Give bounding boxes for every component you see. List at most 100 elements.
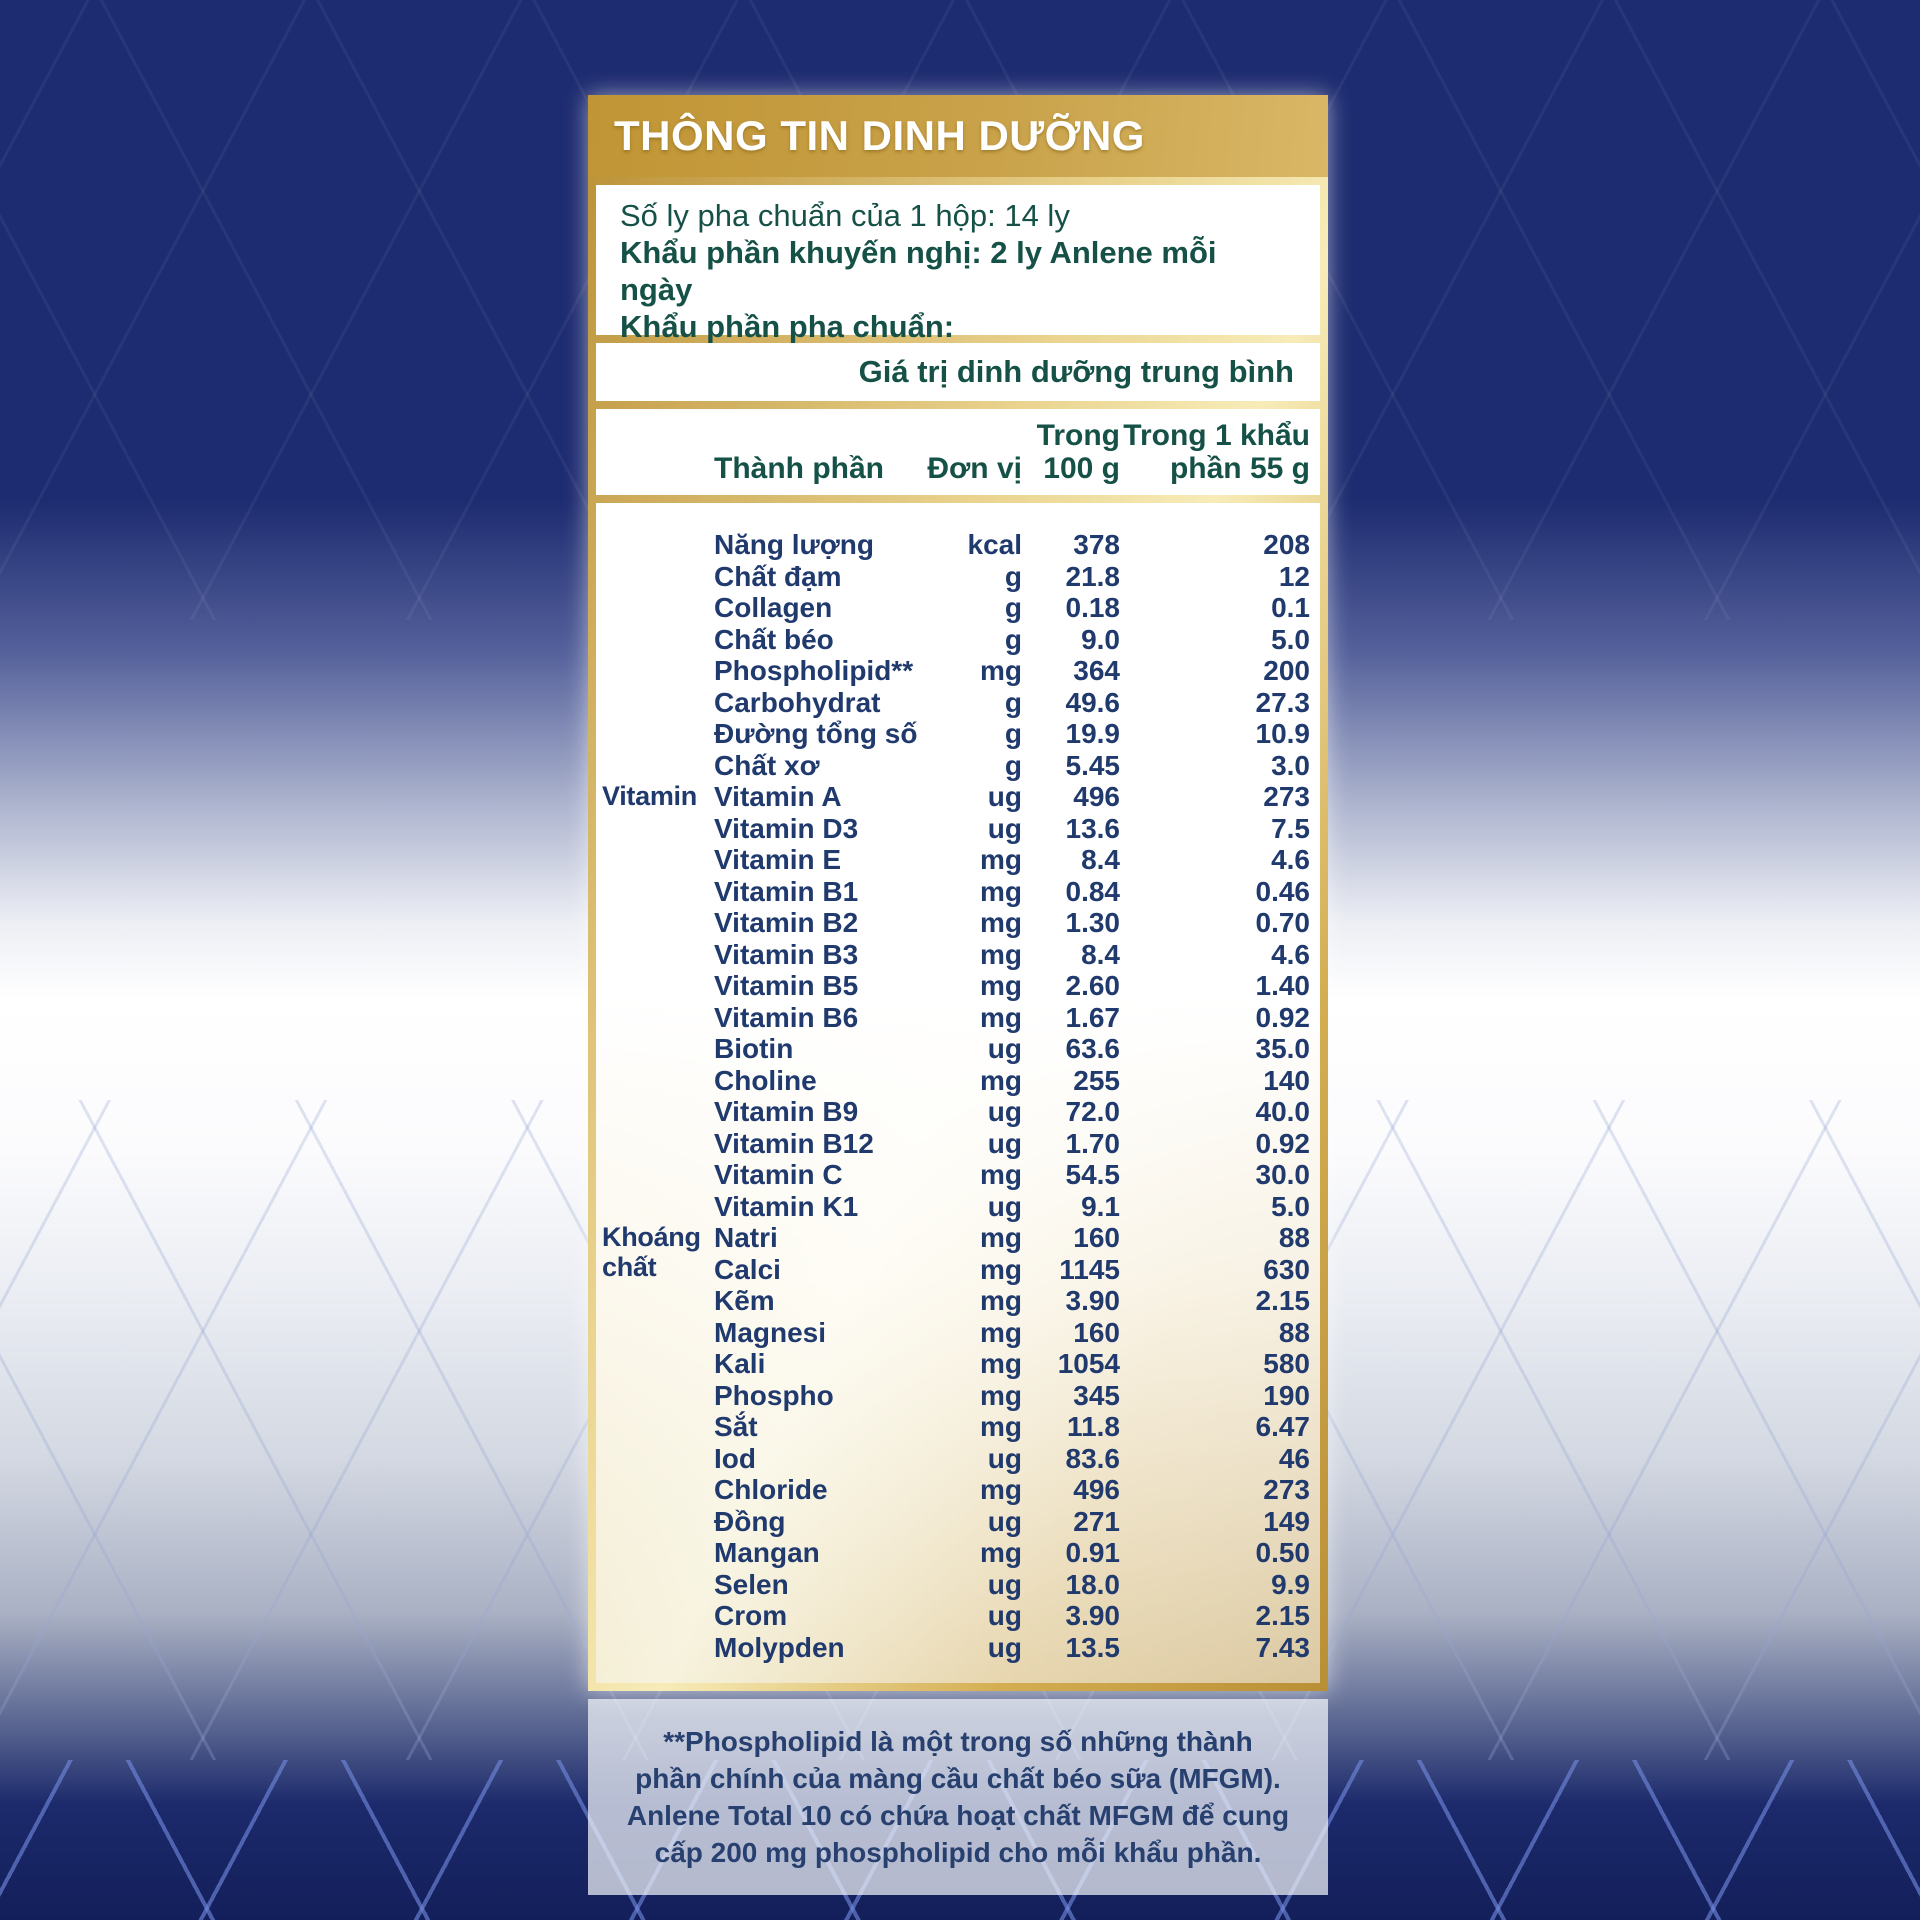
component-name-cell: Vitamin D3 [714, 812, 859, 844]
table-row: Collagen g 0.18 0.1 [596, 592, 1320, 624]
table-row: Vitamin B9 ug 72.0 40.0 [596, 1096, 1320, 1128]
per100-value-cell: 160 [1073, 1316, 1120, 1348]
per55-value-cell: 10.9 [1255, 718, 1311, 749]
table-row: Biotin ug 63.6 35.0 [596, 1033, 1320, 1065]
group-label-cell [596, 592, 704, 624]
per55-value-cell: 0.1 [1271, 592, 1310, 623]
table-row: Calci mg 1145 630 [596, 1254, 1320, 1286]
per55-value-cell: 200 [1263, 655, 1310, 686]
per100-value-cell: 54.5 [1065, 1159, 1121, 1190]
table-row: Vitamin E mg 8.4 4.6 [596, 844, 1320, 876]
per55-value-cell: 6.47 [1255, 1411, 1311, 1442]
unit-cell: ug [987, 1631, 1022, 1663]
component-name-cell: Calci [714, 1253, 781, 1285]
per55-value-cell: 5.0 [1271, 1190, 1310, 1222]
unit-cell: mg [980, 938, 1022, 970]
component-name-cell: Carbohydrat [714, 686, 881, 718]
nutrition-title-bar: THÔNG TIN DINH DƯỠNG [588, 95, 1328, 177]
group-label-cell [596, 1254, 704, 1286]
unit-cell: ug [987, 1600, 1022, 1631]
unit-cell: mg [980, 1253, 1022, 1285]
component-name-cell: Chất đạm [714, 560, 842, 592]
unit-cell: mg [980, 907, 1022, 938]
group-label-cell [596, 1128, 704, 1160]
per100-value-cell: 3.90 [1065, 1285, 1121, 1316]
per55-value-cell: 0.92 [1255, 1127, 1311, 1159]
per100-value-cell: 160 [1073, 1222, 1120, 1253]
component-name-cell: Sắt [714, 1411, 758, 1442]
component-name-cell: Phospholipid** [714, 655, 914, 686]
per100-value-cell: 496 [1073, 1474, 1120, 1505]
unit-cell: mg [980, 970, 1022, 1001]
unit-cell: ug [987, 1033, 1022, 1064]
component-name-cell: Vitamin C [714, 1159, 843, 1190]
column-header-per55-line1: Trong 1 khẩu [1123, 419, 1310, 452]
component-name-cell: Vitamin E [714, 844, 842, 875]
unit-cell: g [1004, 749, 1022, 781]
table-row: Phospho mg 345 190 [596, 1380, 1320, 1412]
column-header-per100: Trong 100 g [1022, 419, 1120, 485]
per55-value-cell: 630 [1263, 1253, 1310, 1285]
per55-value-cell: 30.0 [1255, 1159, 1311, 1190]
unit-cell: ug [987, 1190, 1022, 1222]
per100-value-cell: 49.6 [1065, 686, 1121, 718]
unit-cell: mg [980, 1348, 1022, 1379]
group-label-cell [596, 750, 704, 782]
group-label-cell [596, 1569, 704, 1601]
component-name-cell: Chất xơ [714, 749, 820, 781]
table-row: Selen ug 18.0 9.9 [596, 1569, 1320, 1601]
table-row: Vitamin B6 mg 1.67 0.92 [596, 1002, 1320, 1034]
component-name-cell: Collagen [714, 592, 833, 623]
component-name-cell: Vitamin B6 [714, 1001, 859, 1033]
unit-cell: mg [980, 1316, 1022, 1348]
component-name-cell: Kẽm [714, 1285, 775, 1316]
group-label-cell [596, 1474, 704, 1506]
unit-cell: mg [980, 875, 1022, 907]
serving-count-line: Số ly pha chuẩn của 1 hộp: 14 ly [620, 198, 1070, 233]
component-name-cell: Natri [714, 1222, 778, 1253]
column-header-unit: Đơn vị [927, 452, 1022, 485]
group-label-cell [596, 1065, 704, 1097]
group-label-cell [596, 1537, 704, 1569]
per55-value-cell: 0.92 [1255, 1001, 1311, 1033]
table-row: Vitamin B12 ug 1.70 0.92 [596, 1128, 1320, 1160]
component-name-cell: Biotin [714, 1033, 794, 1064]
table-row: Mangan mg 0.91 0.50 [596, 1537, 1320, 1569]
unit-cell: mg [980, 1064, 1022, 1096]
unit-cell: mg [980, 1474, 1022, 1505]
group-label-cell [596, 1285, 704, 1317]
table-row: Kẽm mg 3.90 2.15 [596, 1285, 1320, 1317]
group-label-cell [596, 1600, 704, 1632]
component-name-cell: Molypden [714, 1631, 845, 1663]
column-header-row: Thành phần Đơn vị Trong 100 g Trong 1 kh… [596, 409, 1320, 495]
table-row: Iod ug 83.6 46 [596, 1443, 1320, 1475]
per100-value-cell: 345 [1073, 1379, 1120, 1411]
per55-value-cell: 1.40 [1255, 970, 1311, 1001]
recommended-serving-line: Khẩu phần khuyến nghị: 2 ly Anlene mỗi n… [620, 235, 1217, 307]
group-label-cell [596, 529, 704, 561]
table-row: Molypden ug 13.5 7.43 [596, 1632, 1320, 1664]
group-label-cell [596, 939, 704, 971]
component-name-cell: Vitamin B3 [714, 938, 859, 970]
unit-cell: mg [980, 1379, 1022, 1411]
table-row: Vitamin B3 mg 8.4 4.6 [596, 939, 1320, 971]
nutrition-label: THÔNG TIN DINH DƯỠNG Số ly pha chuẩn của… [588, 95, 1328, 1691]
per55-value-cell: 580 [1263, 1348, 1310, 1379]
group-label-cell [596, 1191, 704, 1223]
per100-value-cell: 3.90 [1065, 1600, 1121, 1631]
average-value-label: Giá trị dinh dưỡng trung bình [858, 354, 1294, 389]
component-name-cell: Vitamin B9 [714, 1096, 859, 1127]
component-name-cell: Kali [714, 1348, 766, 1379]
component-name-cell: Chloride [714, 1474, 828, 1505]
table-row: Magnesi mg 160 88 [596, 1317, 1320, 1349]
component-name-cell: Choline [714, 1064, 817, 1096]
per55-value-cell: 40.0 [1255, 1096, 1311, 1127]
table-row: Đường tổng số g 19.9 10.9 [596, 718, 1320, 750]
group-label-cell [596, 876, 704, 908]
table-row: Chất béo g 9.0 5.0 [596, 624, 1320, 656]
per55-value-cell: 2.15 [1255, 1600, 1311, 1631]
unit-cell: ug [987, 1568, 1022, 1600]
table-row: Vitamin K1 ug 9.1 5.0 [596, 1191, 1320, 1223]
component-name-cell: Selen [714, 1568, 789, 1600]
per55-value-cell: 12 [1278, 560, 1310, 592]
